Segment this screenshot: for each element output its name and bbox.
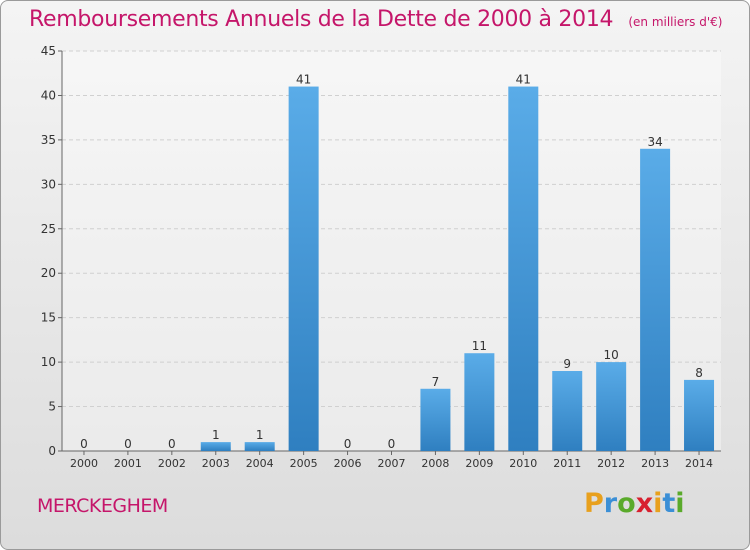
y-tick-label: 5 (48, 400, 56, 414)
value-label-2003: 1 (212, 428, 220, 442)
bar-2012 (596, 362, 627, 451)
chart-title: Remboursements Annuels de la Dette de 20… (29, 7, 614, 32)
value-label-2013: 34 (647, 135, 662, 149)
chart-title-block: Remboursements Annuels de la Dette de 20… (29, 7, 722, 32)
proxiti-logo: Proxiti (584, 488, 685, 519)
y-tick-label: 30 (41, 177, 56, 191)
value-label-2011: 9 (563, 357, 571, 371)
y-tick-label: 35 (41, 133, 56, 147)
y-tick-label: 10 (41, 355, 56, 369)
x-tick-label-2008: 2008 (421, 457, 449, 470)
value-label-2014: 8 (695, 366, 703, 380)
logo-letter: t (662, 488, 676, 519)
bar-2010 (508, 86, 539, 452)
value-label-2012: 10 (604, 348, 619, 362)
x-tick-label-2000: 2000 (70, 457, 98, 470)
logo-letter: r (603, 488, 618, 519)
x-tick-label-2002: 2002 (158, 457, 186, 470)
value-label-2010: 41 (516, 73, 531, 87)
bar-2004 (244, 442, 275, 451)
value-label-2000: 0 (80, 437, 88, 451)
town-name: MERCKEGHEM (37, 495, 168, 517)
x-tick-label-2003: 2003 (202, 457, 230, 470)
logo-letter: x (635, 488, 654, 519)
y-tick-label: 45 (41, 44, 56, 58)
x-tick-label-2011: 2011 (553, 457, 581, 470)
value-label-2009: 11 (472, 339, 487, 353)
logo-letter: o (617, 488, 636, 519)
x-tick-label-2012: 2012 (597, 457, 625, 470)
logo-letter: P (584, 488, 604, 519)
bar-2009 (464, 353, 495, 451)
x-tick-label-2013: 2013 (641, 457, 669, 470)
x-tick-label-2014: 2014 (685, 457, 713, 470)
x-tick-label-2001: 2001 (114, 457, 142, 470)
bar-2008 (420, 388, 451, 451)
logo-letter: i (653, 488, 663, 519)
bar-2011 (552, 371, 583, 451)
x-tick-label-2006: 2006 (334, 457, 362, 470)
y-tick-label: 20 (41, 266, 56, 280)
bar-2014 (684, 379, 715, 451)
y-tick-label: 15 (41, 311, 56, 325)
y-tick-label: 40 (41, 88, 56, 102)
chart-unit: (en milliers d'€) (628, 15, 723, 29)
bar-2003 (200, 442, 231, 451)
value-label-2005: 41 (296, 73, 311, 87)
x-tick-label-2004: 2004 (246, 457, 274, 470)
value-label-2001: 0 (124, 437, 132, 451)
bar-2013 (640, 148, 671, 451)
x-tick-label-2010: 2010 (509, 457, 537, 470)
logo-letter: i (675, 488, 685, 519)
value-label-2006: 0 (344, 437, 352, 451)
value-label-2007: 0 (388, 437, 396, 451)
bar-2005 (288, 86, 319, 452)
x-tick-label-2007: 2007 (378, 457, 406, 470)
value-label-2002: 0 (168, 437, 176, 451)
y-tick-label: 0 (48, 444, 56, 458)
value-label-2008: 7 (432, 375, 440, 389)
value-label-2004: 1 (256, 428, 264, 442)
y-tick-label: 25 (41, 222, 56, 236)
x-tick-label-2009: 2009 (465, 457, 493, 470)
x-tick-label-2005: 2005 (290, 457, 318, 470)
